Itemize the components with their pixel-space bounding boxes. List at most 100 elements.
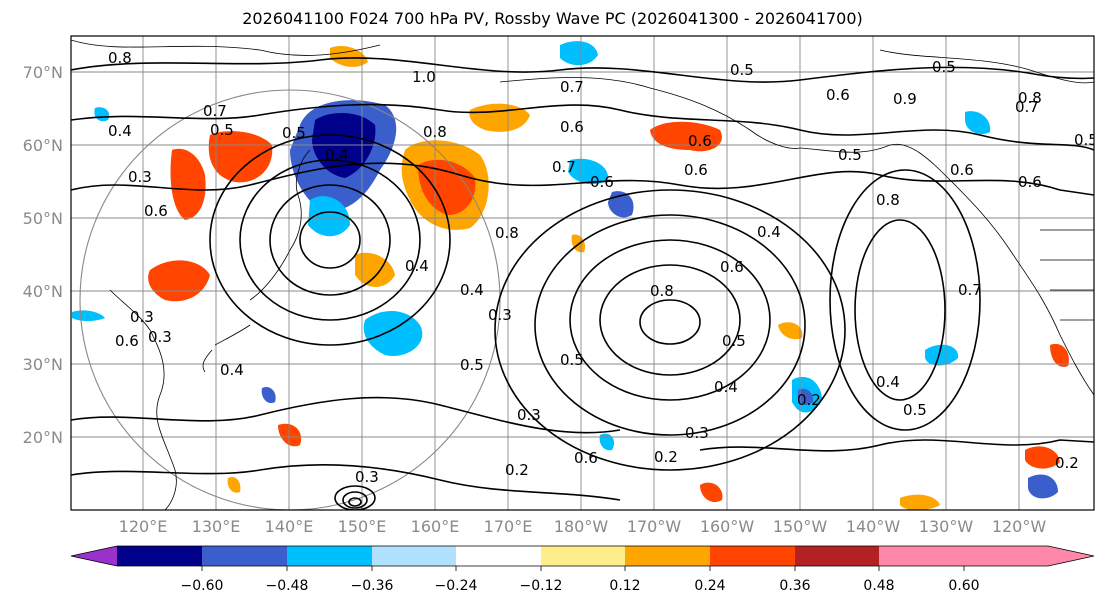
- pv-anomaly-negative: [965, 111, 991, 135]
- contour-label: 0.6: [688, 132, 712, 150]
- contour-label: 0.6: [590, 173, 614, 191]
- lon-label: 150°E: [338, 517, 387, 536]
- contour-label: 0.8: [650, 282, 674, 300]
- colorbar-segment: [117, 546, 202, 566]
- pv-anomaly-strong-positive: [1050, 343, 1069, 367]
- graticule: [71, 36, 1094, 510]
- contour-label: 0.6: [1018, 173, 1042, 191]
- colorbar-segment: [795, 546, 879, 566]
- colorbar-segment: [879, 546, 964, 566]
- pv-contours: [71, 57, 1094, 510]
- pv-anomaly-negative: [261, 386, 276, 404]
- contour-label: 0.4: [757, 223, 781, 241]
- contour-label: 0.3: [685, 424, 709, 442]
- contour-label: 0.6: [560, 118, 584, 136]
- colorbar-arrow-icon: [964, 546, 1094, 566]
- contour-label: 0.3: [148, 328, 172, 346]
- colorbar-tick-label: 0.24: [694, 578, 725, 594]
- pv-anomaly-strong-positive: [170, 148, 206, 220]
- lon-label: 120°W: [992, 517, 1047, 536]
- contour-label: 0.4: [405, 257, 429, 275]
- contour-label: 0.6: [826, 86, 850, 104]
- contour-label: 0.4: [876, 373, 900, 391]
- colorbar-tick-label: 0.12: [609, 578, 640, 594]
- colorbar-segment: [372, 546, 456, 566]
- contour-label: 0.4: [108, 122, 132, 140]
- lon-label: 120°E: [119, 517, 168, 536]
- contour-label: 0.6: [115, 332, 139, 350]
- contour-labels: 0.8 1.0 0.5 0.7 0.5 0.6 0.9 0.7 0.4 0.7 …: [108, 49, 1098, 486]
- lon-label: 170°E: [484, 517, 533, 536]
- lon-label: 150°W: [773, 517, 828, 536]
- contour-label: 0.5: [730, 61, 754, 79]
- colorbar-tick-label: −0.12: [520, 578, 563, 594]
- pv-anomaly-strong-positive: [700, 482, 723, 503]
- latitude-labels: 70°N 60°N 50°N 40°N 30°N 20°N: [23, 63, 63, 447]
- lon-label: 130°E: [192, 517, 241, 536]
- contour-label: 0.4: [325, 146, 349, 164]
- colorbar-tick-label: 0.36: [779, 578, 810, 594]
- lat-label: 60°N: [23, 136, 63, 155]
- coastlines: [71, 39, 1094, 510]
- contour-label: 0.7: [1015, 98, 1039, 116]
- lat-label: 20°N: [23, 428, 63, 447]
- pv-anomaly-strong-positive: [650, 121, 722, 152]
- pv-anomaly-strong-positive: [418, 159, 476, 215]
- contour-label: 0.7: [552, 158, 576, 176]
- contour-label: 0.4: [460, 281, 484, 299]
- contour-label: 0.9: [893, 90, 917, 108]
- contour-label: 0.8: [495, 224, 519, 242]
- contour-label: 0.7: [203, 102, 227, 120]
- pv-anomaly-negative: [568, 158, 609, 185]
- lat-label: 50°N: [23, 209, 63, 228]
- lon-label: 180°W: [554, 517, 609, 536]
- contour-label: 0.3: [355, 468, 379, 486]
- contour-label: 0.5: [282, 124, 306, 142]
- contour-label: 0.5: [722, 332, 746, 350]
- contour-label: 0.5: [903, 401, 927, 419]
- colorbar-arrow-icon: [71, 546, 117, 566]
- contour-label: 0.5: [560, 351, 584, 369]
- pv-anomaly-negative: [798, 388, 814, 405]
- pv-anomaly-negative: [308, 196, 350, 237]
- lon-label: 160°W: [700, 517, 755, 536]
- longitude-labels: 120°E 130°E 140°E 150°E 160°E 170°E 180°…: [119, 517, 1047, 536]
- contour-label: 0.8: [423, 123, 447, 141]
- contour-label: 0.2: [797, 391, 821, 409]
- contour-label: 0.4: [220, 361, 244, 379]
- contour-label: 0.5: [1074, 131, 1098, 149]
- contour-label: 0.5: [460, 356, 484, 374]
- colorbar-segment: [287, 546, 372, 566]
- pv-anomaly-negative: [363, 310, 423, 356]
- lon-label: 160°E: [411, 517, 460, 536]
- contour-label: 0.2: [654, 448, 678, 466]
- pv-anomaly-positive: [330, 45, 368, 67]
- map-frame: [70, 35, 1095, 511]
- contour-label: 0.5: [210, 121, 234, 139]
- contour-label: 1.0: [412, 68, 436, 86]
- contour-label: 0.6: [950, 161, 974, 179]
- pv-anomaly-positive: [900, 494, 940, 510]
- contour-label: 0.2: [1055, 454, 1079, 472]
- lon-label: 130°W: [919, 517, 974, 536]
- contour-label: 0.3: [517, 406, 541, 424]
- colorbar-tick-label: −0.36: [351, 578, 394, 594]
- colorbar-tick-label: −0.60: [181, 578, 224, 594]
- shading-layer: [72, 41, 1069, 510]
- pv-anomaly-strong-positive: [1025, 446, 1060, 469]
- lon-label: 140°W: [846, 517, 901, 536]
- contour-label: 0.6: [574, 449, 598, 467]
- contour-label: 0.5: [838, 146, 862, 164]
- colorbar-tick-label: −0.24: [435, 578, 478, 594]
- contour-label: 0.3: [488, 306, 512, 324]
- colorbar-tick-label: 0.60: [948, 578, 979, 594]
- pv-anomaly-positive: [469, 103, 530, 132]
- contour-label: 0.3: [130, 308, 154, 326]
- lat-label: 40°N: [23, 282, 63, 301]
- colorbar-tick-label: −0.48: [266, 578, 309, 594]
- contour-label: 0.2: [505, 461, 529, 479]
- colorbar-segment: [202, 546, 287, 566]
- pv-anomaly-strong-negative: [312, 113, 376, 178]
- contour-label: 0.6: [144, 202, 168, 220]
- map-panel[interactable]: 0.8 1.0 0.5 0.7 0.5 0.6 0.9 0.7 0.4 0.7 …: [71, 36, 1098, 510]
